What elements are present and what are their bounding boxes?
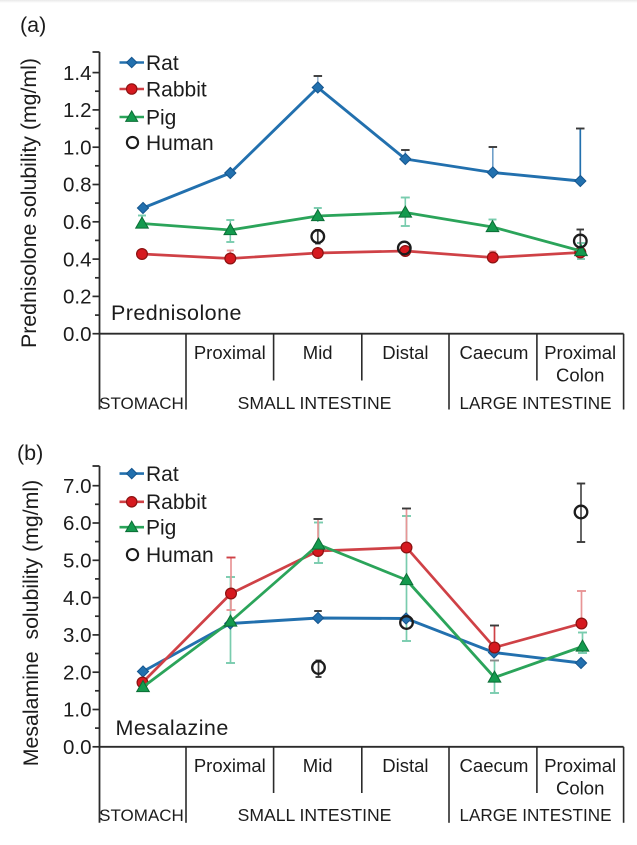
svg-text:Colon: Colon [556,778,604,799]
svg-text:SMALL INTESTINE: SMALL INTESTINE [238,805,392,825]
svg-text:Pig: Pig [146,106,176,129]
svg-text:Prednisolone solubility (mg/ml: Prednisolone solubility (mg/ml) [17,58,41,348]
svg-text:5.0: 5.0 [63,550,92,573]
svg-text:Mesalazine: Mesalazine [116,716,229,740]
svg-text:2.0: 2.0 [63,661,92,684]
svg-text:0.8: 0.8 [63,174,92,197]
svg-text:STOMACH: STOMACH [99,806,184,825]
svg-text:Rat: Rat [146,463,179,486]
svg-text:1.2: 1.2 [63,99,92,122]
svg-text:1.0: 1.0 [63,136,92,159]
svg-text:Pig: Pig [146,517,176,540]
svg-text:Mid: Mid [303,342,333,363]
svg-text:Proximal: Proximal [544,755,616,776]
svg-text:0.4: 0.4 [63,248,92,271]
svg-text:Distal: Distal [382,755,428,776]
svg-text:Rat: Rat [146,52,179,75]
svg-text:Prednisolone: Prednisolone [111,301,242,325]
svg-text:Rabbit: Rabbit [146,491,207,514]
svg-text:6.0: 6.0 [63,512,92,535]
svg-text:Caecum: Caecum [460,342,529,363]
svg-text:(a): (a) [20,13,46,37]
svg-text:STOMACH: STOMACH [99,394,184,413]
svg-text:0.0: 0.0 [63,736,92,759]
svg-text:Distal: Distal [382,342,428,363]
svg-text:1.4: 1.4 [63,62,92,85]
svg-text:7.0: 7.0 [63,475,92,498]
svg-text:Mesalamine solubility (mg/ml): Mesalamine solubility (mg/ml) [19,480,43,766]
svg-text:Mid: Mid [303,755,333,776]
svg-text:Proximal: Proximal [544,342,616,363]
svg-text:0.2: 0.2 [63,286,92,309]
svg-text:Rabbit: Rabbit [146,78,207,101]
svg-text:Colon: Colon [556,365,604,386]
svg-text:Human: Human [146,132,214,155]
svg-text:Caecum: Caecum [460,755,529,776]
svg-text:1.0: 1.0 [63,699,92,722]
svg-text:SMALL INTESTINE: SMALL INTESTINE [238,393,392,413]
svg-text:LARGE INTESTINE: LARGE INTESTINE [460,394,612,413]
svg-text:0.6: 0.6 [63,211,92,234]
svg-text:(b): (b) [17,441,43,465]
svg-text:LARGE INTESTINE: LARGE INTESTINE [460,806,612,825]
svg-text:3.0: 3.0 [63,624,92,647]
svg-text:Proximal: Proximal [194,342,266,363]
svg-text:Proximal: Proximal [194,755,266,776]
svg-text:Human: Human [146,544,214,567]
svg-text:0.0: 0.0 [63,323,92,346]
svg-text:4.0: 4.0 [63,587,92,610]
